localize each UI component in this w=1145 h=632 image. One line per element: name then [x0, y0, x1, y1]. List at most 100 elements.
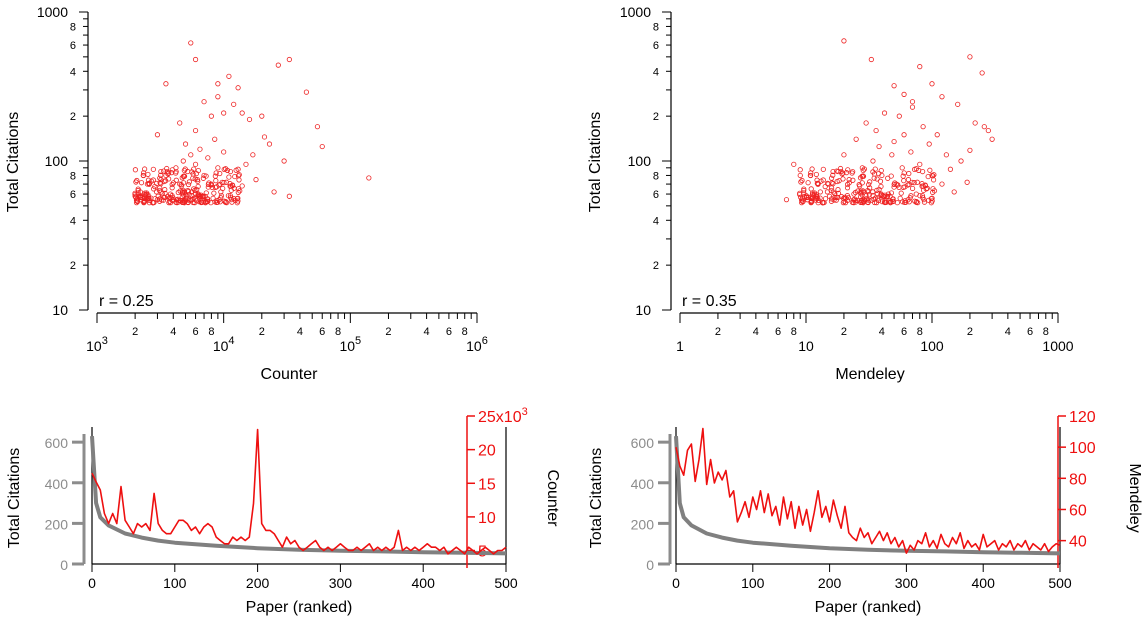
scatter-point	[860, 200, 866, 206]
scatter-point	[905, 177, 912, 183]
scatter-point	[817, 189, 823, 195]
scatter-point	[208, 200, 214, 206]
x-tick-label: 300	[895, 575, 919, 591]
y-left-tick-label: 200	[631, 516, 655, 532]
y-axis-right-label: Mendeley	[1126, 463, 1143, 532]
scatter-point	[235, 189, 241, 195]
x-minor-tick-label: 6	[901, 326, 907, 338]
series-total-citations-line	[674, 435, 1061, 556]
x-tick-label: 100	[741, 575, 765, 591]
scatter-point	[888, 190, 895, 196]
scatter-point	[943, 152, 949, 158]
series-total-citations-line	[90, 435, 507, 556]
scatter-point	[200, 175, 206, 181]
scatter-point	[227, 168, 234, 175]
x-axis-label: Paper (ranked)	[815, 599, 922, 616]
scatter-point	[835, 187, 841, 193]
x-minor-tick-label: 6	[1027, 326, 1033, 338]
scatter-point	[189, 189, 195, 195]
scatter-point	[882, 199, 888, 206]
y-minor-tick-label: 6	[70, 189, 76, 201]
scatter-point	[189, 192, 195, 199]
scatter-point	[192, 127, 199, 134]
x-minor-tick-label: 2	[259, 326, 265, 338]
x-axis-label: Mendeley	[835, 366, 904, 383]
scatter-point	[243, 161, 249, 167]
scatter-point	[846, 177, 852, 183]
y-minor-tick-label: 2	[653, 111, 659, 123]
scatter-point	[930, 186, 936, 192]
scatter-point	[860, 173, 867, 179]
scatter-point	[169, 181, 175, 188]
x-minor-tick-label: 6	[193, 326, 199, 338]
x-minor-tick-label: 2	[967, 326, 973, 338]
scatter-point	[140, 172, 146, 179]
scatter-point	[198, 199, 204, 205]
scatter-point	[881, 110, 888, 116]
x-tick-label: 0	[672, 575, 680, 591]
scatter-point	[253, 177, 259, 183]
scatter-point	[870, 169, 876, 175]
y-left-tick-label: 200	[45, 516, 69, 532]
scatter-point	[947, 166, 954, 172]
scatter-point	[874, 176, 880, 182]
y-right-tick-label: 120	[1069, 409, 1096, 426]
y-axis-left-label: Total Citations	[6, 448, 23, 549]
scatter-point	[889, 152, 895, 158]
x-tick-label: 300	[329, 575, 353, 591]
chart-mendeley-ranked: 0 200 400 600 40 60 80 100 120 0 100 200 300 400 500 Pa…	[588, 409, 1143, 616]
scatter-point	[891, 181, 897, 187]
scatter-point	[222, 199, 229, 205]
scatter-point	[169, 185, 175, 191]
scatter-point	[208, 113, 214, 119]
scatter-point	[193, 170, 199, 177]
x-tick-label: 100	[920, 338, 944, 354]
x-tick-label: 106	[466, 335, 488, 354]
scatter-point	[820, 166, 826, 172]
scatter-point	[835, 194, 841, 201]
scatter-point	[229, 182, 236, 188]
scatter-point	[135, 190, 141, 196]
x-minor-tick-label: 4	[879, 326, 885, 338]
scatter-point	[985, 127, 991, 134]
scatter-point	[908, 149, 914, 155]
scatter-point	[235, 85, 241, 91]
scatter-point	[226, 73, 232, 79]
scatter-point	[146, 195, 152, 201]
scatter-point	[887, 193, 893, 199]
scatter-point	[901, 170, 907, 176]
scatter-point	[830, 172, 836, 178]
y-right-tick-label: 15	[478, 476, 496, 493]
x-tick-label: 500	[494, 575, 518, 591]
scatter-point	[909, 104, 916, 110]
x-minor-tick-label: 8	[335, 326, 341, 338]
y-right-tick-label: 20	[478, 443, 496, 460]
scatter-point	[852, 189, 859, 196]
x-minor-tick-label: 4	[1005, 326, 1011, 338]
scatter-point	[902, 198, 908, 204]
scatter-point	[907, 195, 913, 201]
scatter-point	[259, 113, 265, 119]
scatter-point	[813, 171, 819, 178]
series-counter-line	[91, 428, 507, 555]
scatter-point	[159, 191, 165, 197]
scatter-point	[186, 192, 192, 198]
scatter-point	[239, 183, 245, 189]
scatter-point	[185, 181, 192, 188]
scatter-point	[841, 38, 847, 44]
scatter-point	[188, 40, 194, 46]
x-minor-tick-label: 8	[1043, 326, 1049, 338]
scatter-point	[850, 197, 857, 203]
scatter-point	[815, 195, 821, 201]
scatter-point	[912, 198, 918, 204]
scatter-point	[815, 181, 821, 187]
y-minor-tick-label: 6	[653, 40, 659, 52]
scatter-point	[841, 152, 847, 158]
scatter-point	[891, 138, 897, 145]
scatter-point	[142, 192, 148, 198]
x-minor-tick-label: 8	[208, 326, 214, 338]
x-tick-label: 10	[798, 338, 814, 354]
scatter-point	[906, 170, 912, 177]
y-axis-right-label: Counter	[544, 470, 561, 528]
